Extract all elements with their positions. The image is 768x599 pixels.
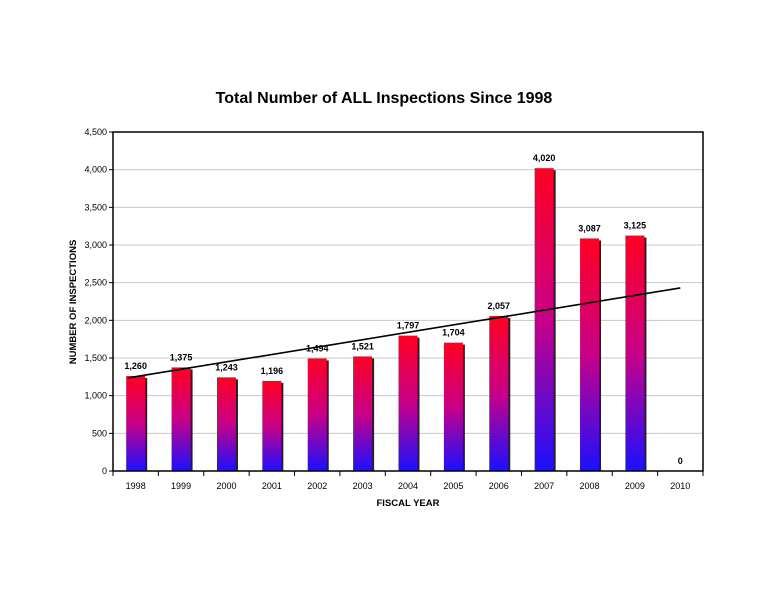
data-label: 1,494 (306, 343, 329, 353)
y-tick-label: 4,000 (84, 165, 107, 175)
x-tick-label: 2007 (534, 481, 554, 491)
chart-title: Total Number of ALL Inspections Since 19… (216, 90, 553, 107)
y-tick-label: 4,500 (84, 127, 107, 137)
bar-2001 (262, 380, 282, 471)
bar-2003 (353, 356, 373, 471)
x-tick-label: 2010 (670, 481, 690, 491)
y-axis-label: NUMBER OF INSPECTIONS (68, 240, 79, 365)
x-tick-label: 2001 (262, 481, 282, 491)
data-label: 1,521 (351, 341, 374, 351)
y-tick-label: 3,000 (84, 240, 107, 250)
data-label: 1,797 (397, 321, 420, 331)
data-label: 1,704 (442, 328, 465, 338)
bar-2000 (216, 377, 236, 471)
trendline (127, 287, 681, 379)
bar-2008 (580, 238, 600, 471)
bar-2007 (534, 168, 554, 471)
x-tick-label: 2003 (353, 481, 373, 491)
x-tick-label: 1998 (126, 481, 146, 491)
x-tick-label: 2009 (625, 481, 645, 491)
data-label: 3,125 (624, 221, 647, 231)
x-tick-label: 2000 (216, 481, 236, 491)
x-tick-label: 2004 (398, 481, 418, 491)
bar-2006 (489, 316, 509, 471)
x-tick-label: 1999 (171, 481, 191, 491)
plot-area-border (112, 131, 704, 472)
bar-2004 (398, 335, 418, 471)
y-tick-label: 2,000 (84, 315, 107, 325)
bar-1999 (171, 367, 191, 471)
y-tick-label: 2,500 (84, 278, 107, 288)
y-tick-label: 1,500 (84, 353, 107, 363)
y-tick-label: 1,000 (84, 391, 107, 401)
bar-1998 (126, 376, 146, 471)
data-label: 1,260 (124, 361, 147, 371)
data-label: 1,375 (170, 352, 193, 362)
data-label: 1,196 (261, 366, 284, 376)
data-label: 1,243 (215, 362, 238, 372)
data-label: 4,020 (533, 153, 556, 163)
bar-2002 (307, 358, 327, 471)
data-label: 0 (678, 456, 683, 466)
x-tick-label: 2006 (489, 481, 509, 491)
y-tick-label: 0 (102, 466, 107, 476)
bar-2005 (443, 342, 463, 471)
x-axis-label: FISCAL YEAR (377, 498, 440, 509)
y-tick-label: 500 (92, 428, 107, 438)
data-label: 2,057 (488, 301, 511, 311)
x-tick-label: 2005 (443, 481, 463, 491)
bar-2009 (625, 235, 645, 471)
x-tick-label: 2002 (307, 481, 327, 491)
y-tick-label: 3,500 (84, 202, 107, 212)
data-label: 3,087 (578, 223, 601, 233)
x-tick-label: 2008 (580, 481, 600, 491)
